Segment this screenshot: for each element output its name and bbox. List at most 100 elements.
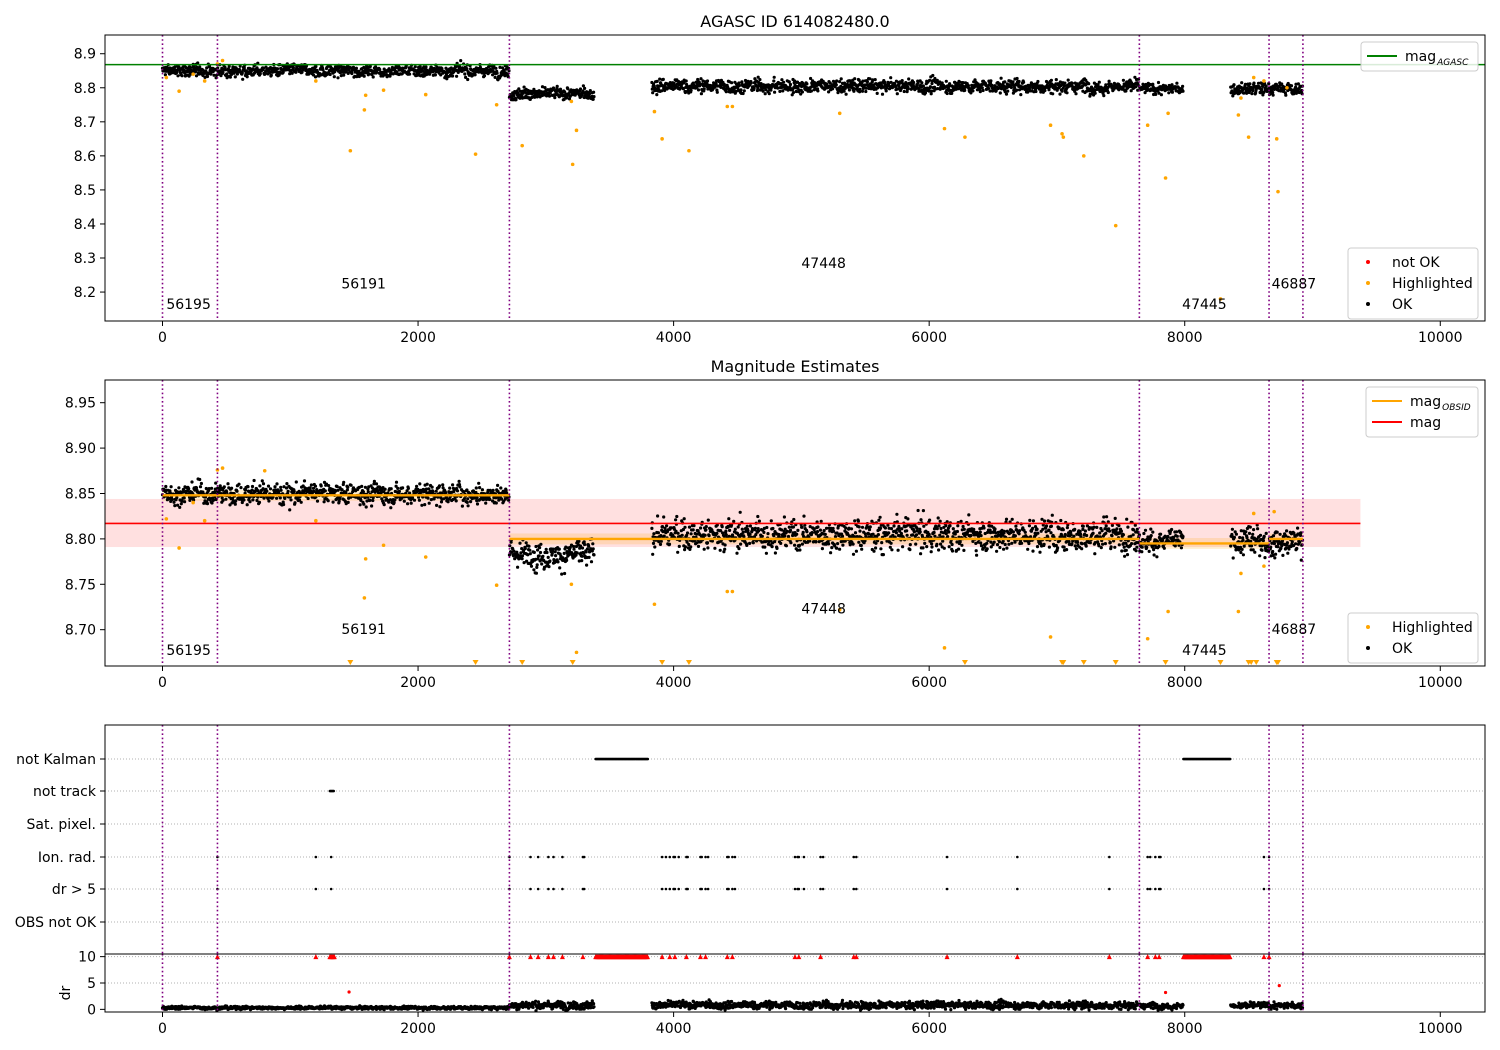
ok-point — [363, 496, 367, 500]
ok-point — [465, 67, 469, 71]
ok-point — [874, 541, 878, 545]
ok-point — [915, 526, 919, 530]
legend-label: mag — [1405, 49, 1436, 65]
ok-point — [170, 497, 174, 502]
ok-point — [424, 65, 428, 69]
highlighted-point — [652, 109, 657, 114]
ok-point — [319, 484, 323, 488]
highlighted-point — [1048, 123, 1053, 128]
ok-point — [699, 526, 703, 530]
ok-point — [262, 496, 266, 500]
ok-point — [979, 544, 984, 548]
ok-point — [1013, 86, 1017, 90]
ok-point — [951, 527, 955, 531]
ok-point — [234, 499, 238, 503]
ok-point — [757, 519, 762, 523]
ok-point — [1117, 524, 1121, 528]
ok-point — [737, 547, 741, 551]
ok-point — [1003, 80, 1007, 84]
ok-point — [1028, 518, 1032, 523]
ok-point — [685, 531, 690, 535]
ok-point — [465, 500, 469, 504]
ok-point — [524, 541, 528, 545]
ok-point — [791, 525, 796, 529]
ok-point — [892, 524, 896, 528]
ok-point — [808, 525, 812, 529]
ok-point — [1167, 91, 1171, 95]
ok-point — [685, 82, 689, 87]
ok-point — [688, 547, 692, 552]
ok-point — [1011, 91, 1016, 95]
ok-point — [1113, 516, 1117, 521]
ok-point — [389, 506, 393, 510]
ok-point — [547, 565, 551, 569]
ok-point — [1170, 90, 1174, 94]
ok-point — [931, 73, 935, 78]
ok-point — [205, 66, 209, 70]
ok-point — [966, 84, 971, 88]
ok-point — [1121, 78, 1125, 82]
ok-point — [1104, 524, 1108, 528]
ok-point — [1143, 91, 1147, 95]
ok-point — [311, 486, 316, 490]
ok-point — [297, 498, 302, 502]
ok-point — [444, 490, 448, 495]
highlighted-point — [423, 92, 428, 97]
ok-point — [788, 528, 793, 533]
ok-point — [971, 89, 975, 93]
ok-point — [677, 544, 681, 549]
ok-point — [1011, 80, 1015, 84]
ok-point — [753, 77, 757, 81]
ok-point — [972, 527, 976, 532]
ok-point — [958, 540, 962, 544]
ok-point — [225, 72, 229, 76]
ok-point — [860, 89, 865, 93]
magnitude-estimates-panel: Magnitude Estimates561955619147448474454… — [65, 357, 1486, 691]
legend-box — [1360, 41, 1479, 72]
ok-point — [815, 530, 820, 534]
highlighted-point — [202, 79, 207, 83]
ok-point — [504, 488, 508, 492]
ok-point — [478, 486, 482, 490]
ok-point — [1074, 92, 1078, 96]
highlighted-point — [1276, 189, 1280, 194]
ok-point — [939, 526, 943, 531]
highlighted-point — [381, 88, 386, 92]
ok-point — [367, 485, 371, 489]
ok-point — [1124, 541, 1128, 545]
ok-point — [989, 540, 993, 544]
ok-point — [275, 496, 279, 500]
ok-point — [1170, 527, 1174, 532]
ok-point — [887, 526, 891, 530]
ok-point — [230, 486, 234, 490]
ok-point — [349, 483, 353, 487]
ok-point — [1261, 93, 1265, 97]
ok-point — [1242, 91, 1246, 95]
ok-point — [424, 487, 428, 491]
ok-point — [1151, 530, 1155, 534]
ok-point — [703, 533, 707, 537]
ok-point — [1140, 550, 1144, 554]
ok-point — [1132, 528, 1136, 532]
ok-point — [781, 89, 785, 93]
ok-point — [306, 496, 310, 501]
ok-point — [1010, 517, 1014, 521]
ok-point — [930, 89, 934, 93]
highlighted-point — [473, 152, 478, 156]
ok-point — [944, 532, 948, 536]
ok-point — [772, 79, 776, 83]
ok-point — [827, 90, 831, 94]
ok-point — [683, 545, 688, 549]
ok-point — [969, 533, 973, 538]
ok-point — [1020, 541, 1024, 545]
ok-point — [538, 550, 543, 555]
ok-point — [1129, 534, 1133, 538]
ok-point — [527, 544, 531, 548]
ok-point — [532, 568, 536, 572]
ok-point — [872, 549, 876, 553]
ok-point — [1080, 547, 1084, 551]
ok-point — [286, 489, 290, 493]
ok-point — [518, 89, 523, 93]
ok-point — [173, 504, 177, 508]
ok-point — [724, 533, 728, 537]
